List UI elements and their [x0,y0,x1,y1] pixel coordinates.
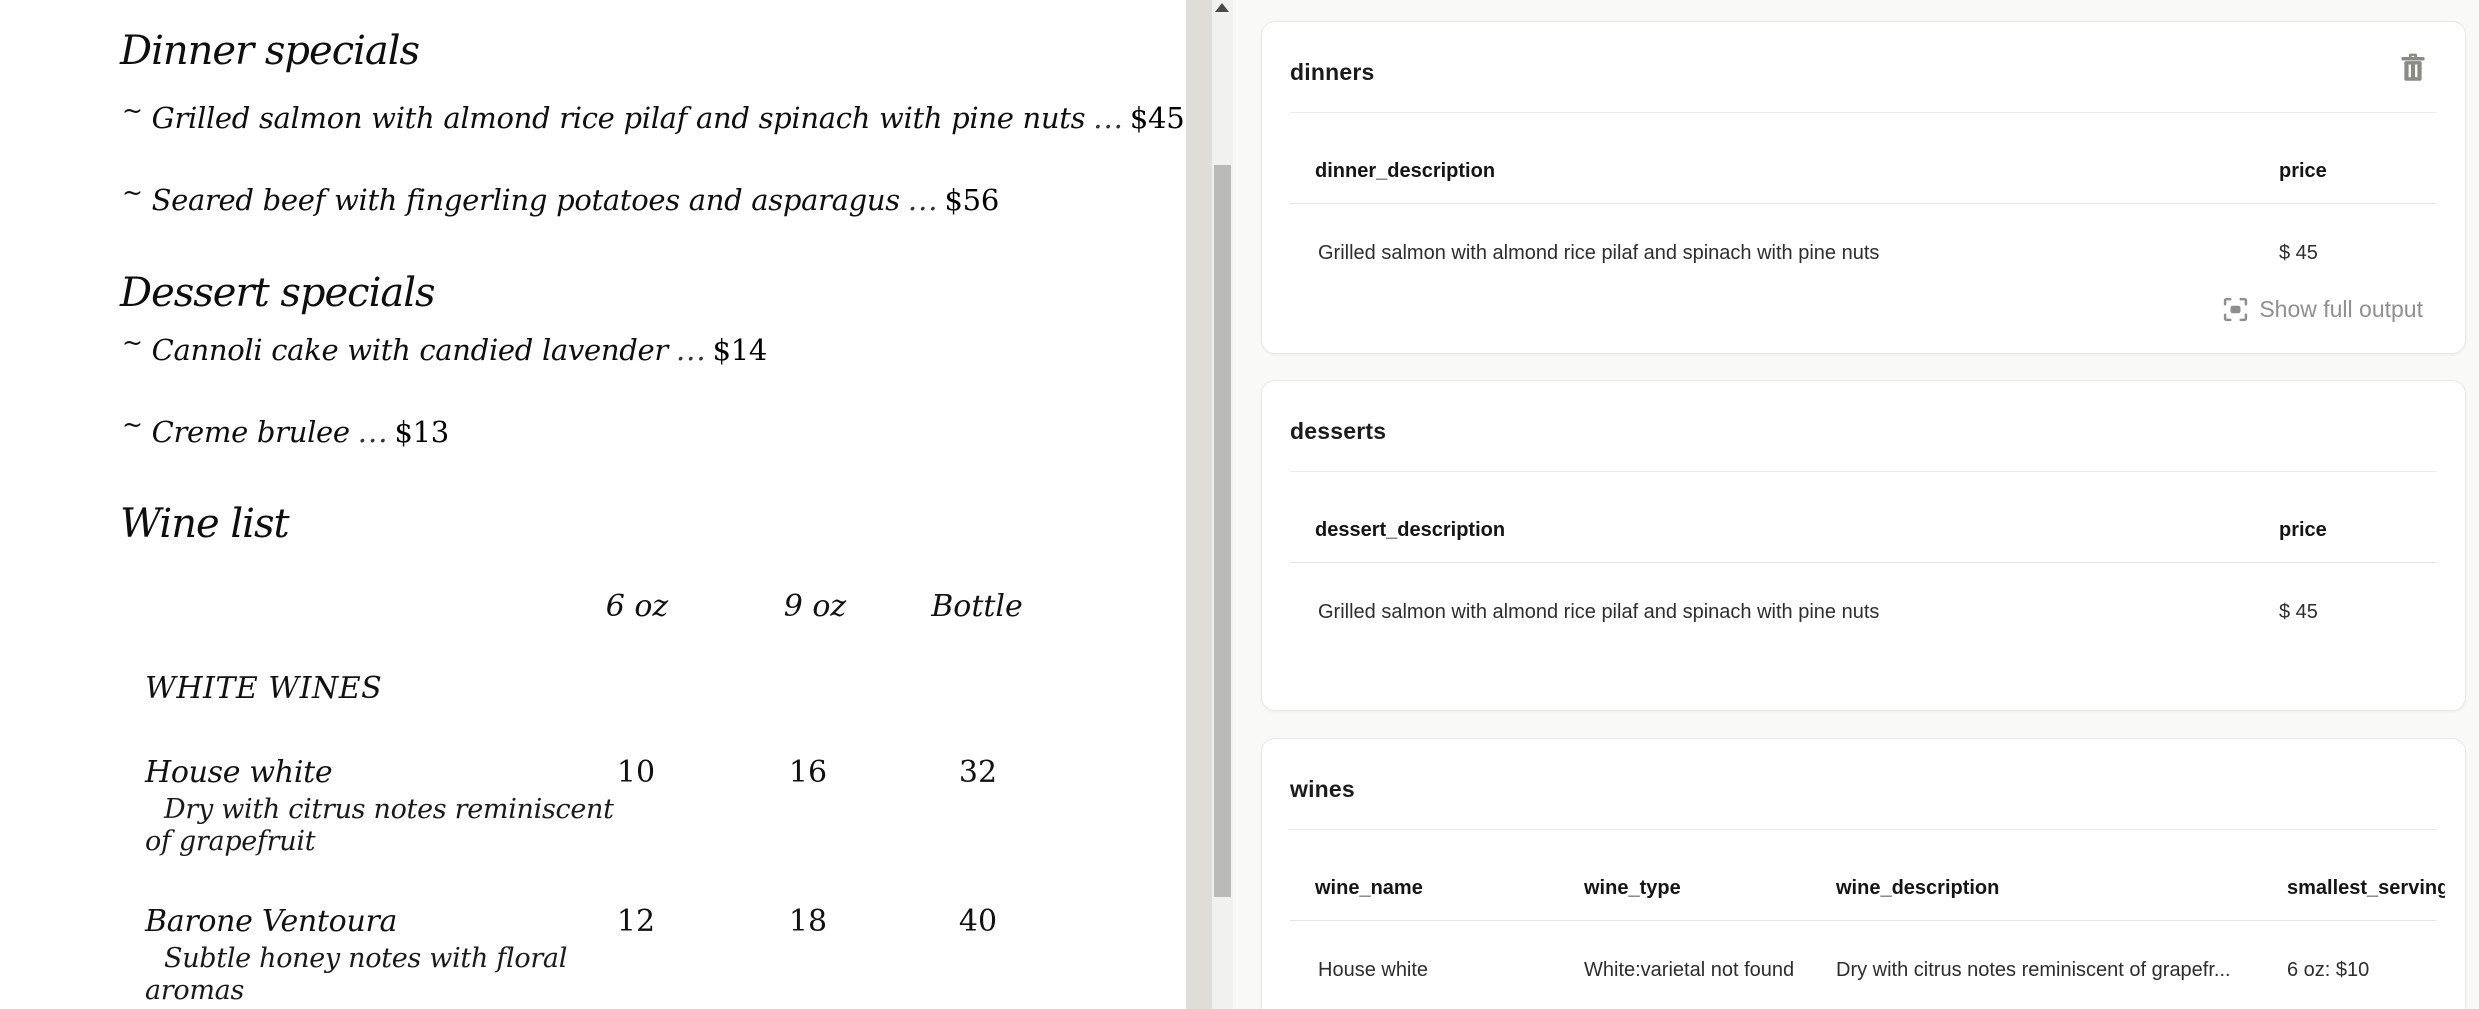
wine-price-bottle: 40 [958,904,998,939]
card-divider [1290,829,2437,830]
extraction-results-pane: dinners dinner_description price Grilled… [1233,0,2479,1009]
dessert-price-cell: $ 45 [2279,601,2318,623]
menu-item-price: $14 [712,333,768,367]
wine-description-cell: Dry with citrus notes reminiscent of gra… [1836,959,2231,981]
menu-item-price: $13 [394,415,449,449]
menu-item-cannoli-cake: ~ Cannoli cake with candied lavender... $… [122,328,768,367]
wine-name-house-white: House white [145,755,333,790]
menu-item-text: Creme brulee [151,415,351,449]
dots-leader: ... [1093,101,1124,135]
dinners-card: dinners dinner_description price Grilled… [1261,21,2466,354]
delete-button[interactable] [2399,53,2427,83]
wine-name-barone-ventoura: Barone Ventoura [145,904,398,939]
wine-price-9oz: 18 [788,904,828,939]
show-full-output-button[interactable]: Show full output [2223,296,2423,323]
wine-price-9oz: 16 [788,755,828,790]
wine-list-heading: Wine list [120,501,290,547]
menu-item-price: $56 [944,183,1000,217]
wine-description-line: of grapefruit [145,826,316,857]
dessert-specials-heading: Dessert specials [120,270,436,316]
dinners-card-title: dinners [1290,59,1375,85]
dinner-description-cell: Grilled salmon with almond rice pilaf an… [1318,242,1880,264]
wine-price-6oz: 12 [616,904,656,939]
desserts-card: desserts dessert_description price Grill… [1261,380,2466,711]
wine-col-9oz: 9 oz [783,589,847,624]
column-header-wine-name: wine_name [1315,877,1423,899]
menu-item-price: $45 [1129,101,1185,135]
menu-document: Dinner specials ~ Grilled salmon with al… [0,0,1186,1009]
menu-item-creme-brulee: ~ Creme brulee... $13 [122,410,449,449]
column-header-dessert-description: dessert_description [1315,519,1506,541]
column-header-dinner-description: dinner_description [1315,160,1496,182]
scroll-up-icon[interactable] [1215,3,1229,12]
card-divider [1290,471,2437,472]
card-divider [1290,562,2437,563]
tilde-mark: ~ [122,328,143,357]
menu-item-grilled-salmon: ~ Grilled salmon with almond rice pilaf … [122,96,1185,135]
dots-leader: ... [907,183,939,217]
document-scrollbar[interactable] [1212,0,1233,1009]
column-header-wine-description: wine_description [1836,877,2000,899]
column-header-smallest-serving: smallest_serving [2287,877,2445,899]
wine-col-bottle: Bottle [931,589,1023,624]
dessert-description-cell: Grilled salmon with almond rice pilaf an… [1318,601,1880,623]
menu-item-text: Grilled salmon with almond rice pilaf an… [151,101,1086,135]
wines-card: wines wine_name wine_type wine_descripti… [1261,738,2466,1009]
wine-description-line: Subtle honey notes with floral [164,943,568,974]
tilde-mark: ~ [122,96,143,125]
wines-card-title: wines [1290,776,1355,802]
show-full-output-icon [2224,297,2248,322]
dinner-price-cell: $ 45 [2279,242,2318,264]
menu-item-seared-beef: ~ Seared beef with fingerling potatoes a… [122,178,1000,217]
column-header-wine-type: wine_type [1584,877,1681,899]
wine-price-bottle: 32 [958,755,998,790]
pane-divider [1186,0,1212,1009]
desserts-card-title: desserts [1290,418,1387,444]
wine-type-cell: White:varietal not found [1584,959,1795,981]
dots-leader: ... [357,415,389,449]
card-divider [1290,112,2437,113]
wine-category-white-wines: WHITE WINES [145,671,383,706]
column-header-price: price [2279,519,2327,541]
dots-leader: ... [675,333,707,367]
wine-description-line: Dry with citrus notes reminiscent [164,794,614,825]
column-header-price: price [2279,160,2327,182]
smallest-serving-cell: 6 oz: $10 [2287,959,2370,981]
wine-description-line: aromas [145,975,245,1006]
card-divider [1290,920,2437,921]
tilde-mark: ~ [122,178,143,207]
wine-price-6oz: 10 [616,755,656,790]
menu-item-text: Cannoli cake with candied lavender [151,333,669,367]
card-divider [1290,203,2437,204]
tilde-mark: ~ [122,410,143,439]
menu-item-text: Seared beef with fingerling potatoes and… [151,183,901,217]
wine-name-cell: House white [1318,959,1429,981]
trash-icon [2401,53,2425,81]
show-full-output-label: Show full output [2259,296,2423,322]
wine-col-6oz: 6 oz [605,589,669,624]
dinner-specials-heading: Dinner specials [120,28,420,74]
scrollbar-thumb[interactable] [1214,165,1231,897]
